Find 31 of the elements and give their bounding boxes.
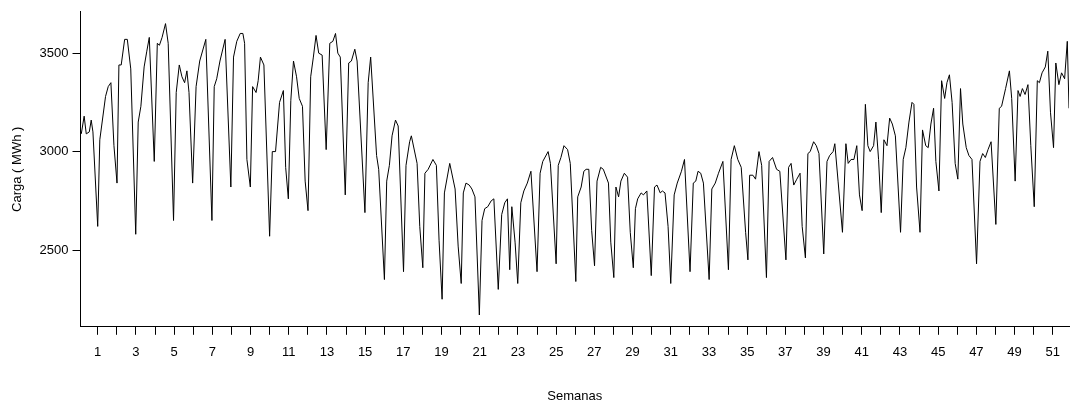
x-tick-label: 13 <box>319 344 335 360</box>
x-tick-label: 39 <box>816 344 831 360</box>
x-tick-label: 51 <box>1045 344 1060 360</box>
y-tick-label: 3000 <box>39 143 69 159</box>
x-tick-label: 5 <box>170 344 178 360</box>
x-tick-label: 31 <box>663 344 678 360</box>
x-tick-label: 19 <box>434 344 449 360</box>
x-tick-label: 33 <box>701 344 717 360</box>
x-tick-label: 25 <box>548 344 564 360</box>
x-tick-label: 41 <box>854 344 869 360</box>
y-tick-label: 3500 <box>39 44 69 60</box>
x-tick-label: 49 <box>1007 344 1022 360</box>
x-tick-label: 43 <box>892 344 908 360</box>
x-axis-title: Semanas <box>547 387 603 403</box>
x-tick-label: 23 <box>510 344 526 360</box>
x-tick-label: 29 <box>625 344 640 360</box>
x-tick-label: 17 <box>396 344 411 360</box>
y-tick-label: 2500 <box>39 241 69 257</box>
x-tick-label: 37 <box>778 344 793 360</box>
x-tick-label: 21 <box>472 344 487 360</box>
x-tick-label: 27 <box>587 344 602 360</box>
x-tick-label: 1 <box>94 344 102 360</box>
y-axis-title: Carga ( MWh ) <box>9 126 25 212</box>
x-tick-label: 47 <box>969 344 984 360</box>
x-tick-label: 35 <box>739 344 755 360</box>
x-tick-label: 3 <box>132 344 140 360</box>
x-tick-label: 15 <box>357 344 373 360</box>
x-tick-label: 7 <box>208 344 216 360</box>
x-tick-label: 11 <box>281 344 296 360</box>
x-tick-label: 9 <box>246 344 255 360</box>
x-tick-label: 45 <box>930 344 946 360</box>
